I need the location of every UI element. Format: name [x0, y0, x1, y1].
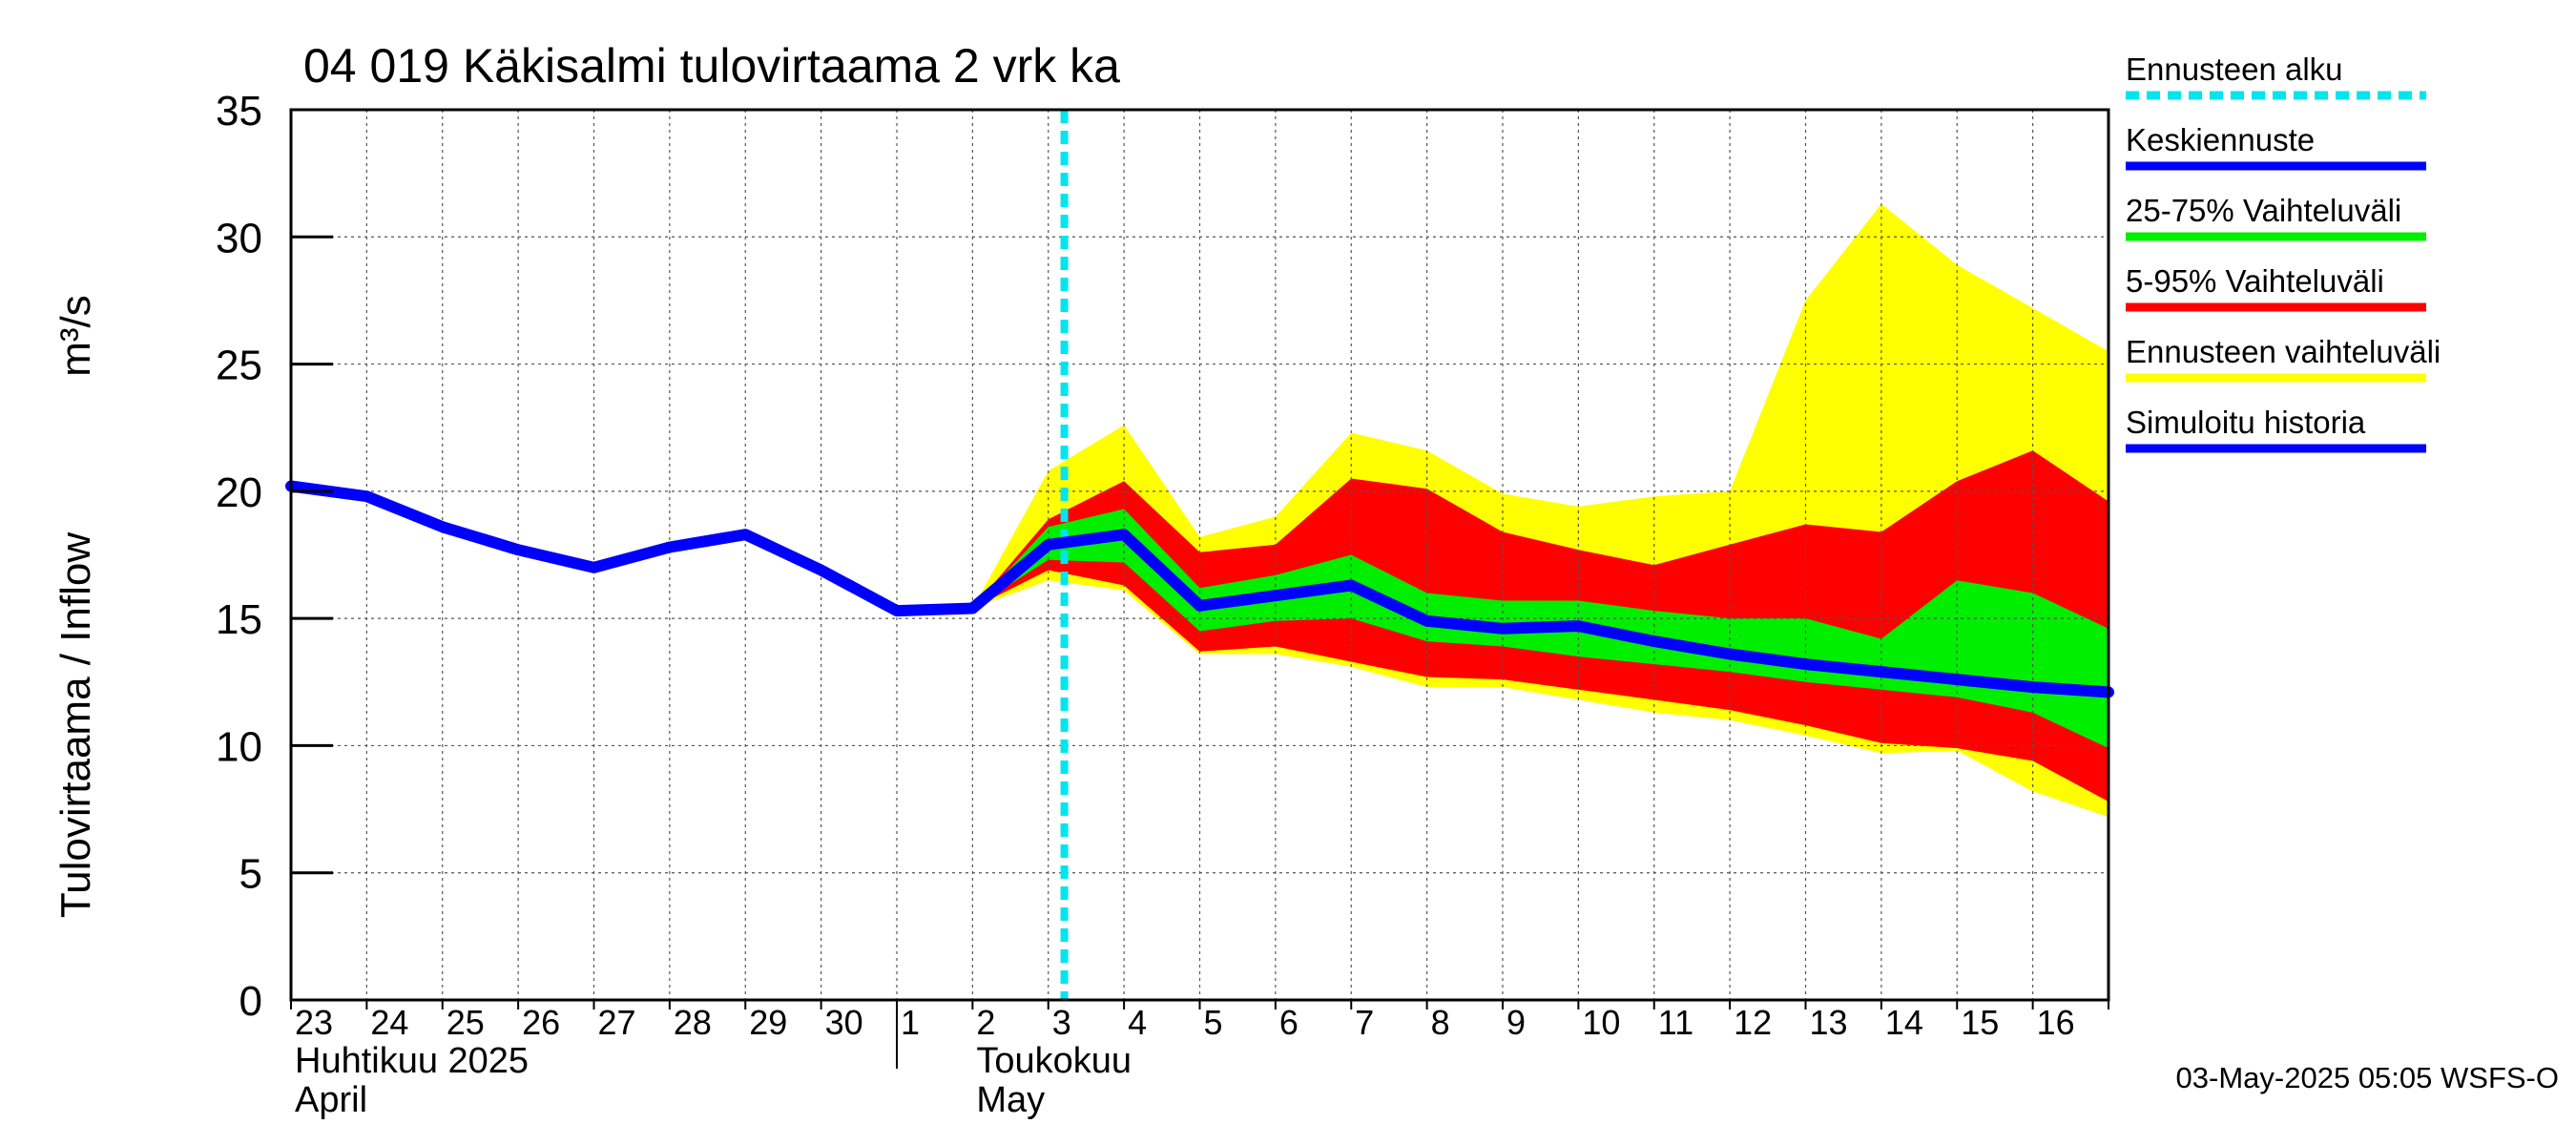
legend-label: Ennusteen vaihteluväli	[2126, 334, 2441, 369]
y-tick-label: 10	[216, 723, 262, 770]
x-tick-label: 12	[1734, 1003, 1772, 1042]
x-tick-label: 1	[901, 1003, 920, 1042]
x-tick-label: 2	[976, 1003, 995, 1042]
month-label-en: April	[295, 1080, 367, 1120]
legend-label: 5-95% Vaihteluväli	[2126, 263, 2384, 299]
y-tick-label: 5	[239, 851, 262, 898]
x-tick-label: 23	[295, 1003, 333, 1042]
month-label-fi: Toukokuu	[976, 1041, 1132, 1081]
x-tick-label: 24	[370, 1003, 408, 1042]
x-tick-label: 25	[447, 1003, 485, 1042]
grid-lines	[291, 110, 2109, 1000]
y-axis: 0 5 10 15 20 25 30 35	[216, 88, 333, 1025]
x-tick-label: 26	[522, 1003, 560, 1042]
legend: Ennusteen alku Keskiennuste 25-75% Vaihtel…	[2126, 52, 2441, 453]
series-line-forecast-mean	[966, 529, 2114, 698]
x-tick-label: 4	[1128, 1003, 1147, 1042]
month-label-en: May	[976, 1080, 1045, 1120]
y-axis-unit: m³/s	[52, 295, 99, 377]
y-tick-label: 35	[216, 88, 262, 135]
x-tick-label: 30	[825, 1003, 863, 1042]
chart-title: 04 019 Käkisalmi tulovirtaama 2 vrk ka	[303, 39, 1120, 93]
x-axis: 23 24 25 26 27 28 29 30 1 2 3 4 5 6 7 8 9 10 11 12 13 14 15 16H…	[290, 1000, 2109, 1120]
y-axis-label: Tulovirtaama / Inflow	[52, 532, 99, 919]
x-tick-label: 14	[1885, 1003, 1923, 1042]
y-tick-label: 20	[216, 469, 262, 516]
x-tick-label: 3	[1052, 1003, 1071, 1042]
x-tick-label: 29	[749, 1003, 787, 1042]
x-tick-label: 27	[598, 1003, 636, 1042]
x-tick-label: 7	[1355, 1003, 1374, 1042]
x-tick-label: 9	[1506, 1003, 1526, 1042]
x-tick-label: 8	[1431, 1003, 1450, 1042]
footer-timestamp: 03-May-2025 05:05 WSFS-O	[2176, 1061, 2559, 1094]
y-tick-label: 25	[216, 343, 262, 389]
x-tick-label: 15	[1961, 1003, 1999, 1042]
legend-label: 25-75% Vaihteluväli	[2126, 193, 2401, 228]
legend-label: Ennusteen alku	[2126, 52, 2343, 87]
month-label-fi: Huhtikuu 2025	[295, 1041, 529, 1081]
legend-label: Keskiennuste	[2126, 122, 2315, 157]
y-tick-label: 30	[216, 215, 262, 261]
x-tick-label: 28	[674, 1003, 712, 1042]
x-tick-label: 5	[1204, 1003, 1223, 1042]
x-tick-label: 6	[1279, 1003, 1298, 1042]
series-line-history	[285, 480, 979, 617]
x-tick-label: 11	[1658, 1003, 1693, 1042]
y-tick-label: 15	[216, 596, 262, 643]
series-lines	[285, 110, 2114, 1000]
x-tick-label: 10	[1582, 1003, 1620, 1042]
y-tick-label: 0	[239, 978, 262, 1025]
x-tick-label: 16	[2037, 1003, 2075, 1042]
legend-label: Simuloitu historia	[2126, 405, 2366, 440]
x-tick-label: 13	[1810, 1003, 1848, 1042]
